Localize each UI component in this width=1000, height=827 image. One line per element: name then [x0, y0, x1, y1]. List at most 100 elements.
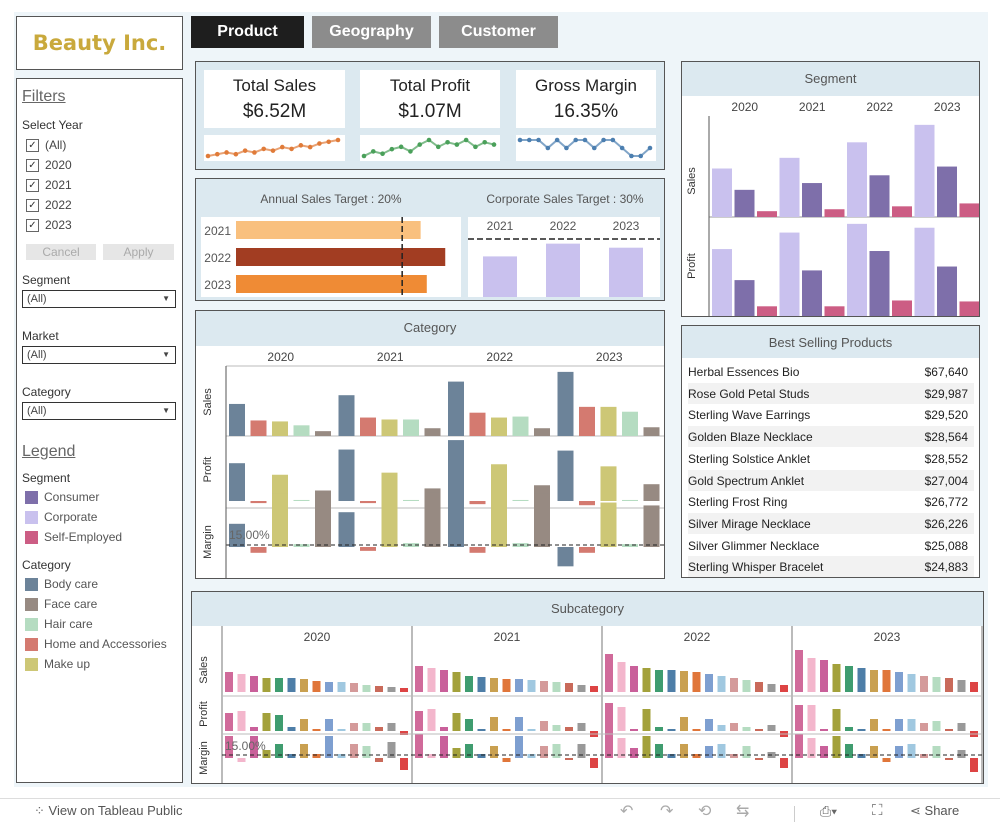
kpi-value: 16.35%	[553, 101, 619, 122]
category-bar	[600, 406, 617, 436]
category-dropdown[interactable]: (All) ▼	[22, 402, 176, 420]
tick-label: 2022	[204, 251, 231, 265]
subcategory-bar	[400, 758, 408, 770]
subcategory-bar	[795, 734, 803, 758]
category-panel: Category 2020 2021 2022 2023 Sales Profit Marg…	[195, 310, 665, 579]
apply-button[interactable]: Apply	[103, 244, 174, 260]
subcategory-bar	[780, 758, 788, 768]
list-item[interactable]: Golden Blaze Necklace $28,564	[688, 426, 974, 447]
subcategory-bar	[312, 681, 321, 692]
list-item[interactable]: Rose Gold Petal Studs $29,987	[688, 383, 974, 404]
sparkline-point	[326, 139, 332, 145]
tab-geography[interactable]: Geography	[312, 16, 431, 48]
list-item[interactable]: Sterling Frost Ring $26,772	[688, 491, 974, 512]
list-item[interactable]: Silver Mirage Necklace $26,226	[688, 513, 974, 534]
share-button[interactable]: ⋖ Share	[910, 803, 960, 818]
subcategory-bar	[882, 729, 891, 731]
sparkline-point	[261, 146, 267, 152]
row-label: Sales	[686, 167, 698, 195]
tab-product[interactable]: Product	[191, 16, 304, 48]
tick-label: 2022	[550, 219, 577, 233]
subcategory-bar	[565, 758, 573, 760]
subcategory-bar	[237, 758, 246, 762]
subcategory-bar	[870, 746, 878, 758]
legend-swatch-home-accessories	[25, 638, 38, 651]
subcategory-bar	[225, 672, 233, 692]
checkbox-year-2022[interactable]: ✓	[26, 199, 39, 212]
segment-bar	[959, 301, 979, 316]
row-label: Sales	[198, 656, 210, 684]
row-label: Profit	[202, 457, 214, 483]
sparkline-point	[317, 141, 322, 146]
subcategory-bar	[440, 727, 448, 731]
subcategory-bar	[605, 703, 613, 731]
kpi-title: Gross Margin	[534, 76, 638, 95]
subcategory-bar	[882, 670, 891, 692]
subcategory-bar	[552, 725, 561, 731]
list-item[interactable]: Herbal Essences Bio $67,640	[688, 361, 974, 382]
segment-bar	[869, 175, 890, 217]
sparkline-point	[582, 137, 588, 143]
tick-label: 2021	[487, 219, 514, 233]
subcategory-bar	[630, 729, 638, 731]
list-item[interactable]: Sterling Whisper Bracelet $24,883	[688, 556, 974, 577]
segment-dropdown[interactable]: (All) ▼	[22, 290, 176, 308]
market-dropdown[interactable]: (All) ▼	[22, 346, 176, 364]
checkbox-year-all[interactable]: ✓	[26, 139, 39, 152]
subcategory-bar	[287, 754, 296, 758]
revert-icon[interactable]: ⟲	[698, 803, 712, 820]
sparkline-point	[591, 145, 597, 151]
legend-label: Consumer	[44, 490, 100, 504]
list-item[interactable]: Gold Spectrum Anklet $27,004	[688, 470, 974, 491]
sparkline-point	[517, 137, 523, 143]
list-item[interactable]: Sterling Wave Earrings $29,520	[688, 404, 974, 425]
checkbox-year-2023[interactable]: ✓	[26, 219, 39, 232]
list-item[interactable]: Silver Glimmer Necklace $25,088	[688, 535, 974, 556]
subcategory-bar	[515, 736, 523, 758]
year-label: 2022	[866, 100, 893, 114]
checkbox-year-2021[interactable]: ✓	[26, 179, 39, 192]
logo: Beauty Inc.	[16, 16, 183, 70]
segment-bar	[847, 223, 867, 316]
sparkline-point	[417, 142, 423, 147]
subcategory-bar	[300, 744, 308, 758]
subcategory-bar	[337, 682, 346, 692]
subcategory-bar	[540, 681, 548, 692]
sparkline-point	[554, 137, 560, 143]
sparkline-point	[426, 137, 432, 143]
category-bar	[338, 512, 355, 547]
target-bar	[236, 248, 446, 266]
kpi-card-margin: Gross Margin 16.35%	[516, 70, 656, 128]
reference-label: 15.00%	[225, 739, 266, 753]
undo-icon[interactable]: ↶	[620, 803, 634, 820]
subcategory-bar	[465, 676, 473, 692]
best-selling-list: Herbal Essences Bio $67,640 Rose Gold Pet…	[682, 358, 979, 577]
segment-bar	[914, 227, 935, 316]
refresh-icon[interactable]: ⇆	[736, 803, 750, 820]
cancel-button[interactable]: Cancel	[26, 244, 96, 260]
segment-bar	[937, 266, 957, 316]
subcategory-bar	[337, 729, 346, 731]
subcategory-bar	[552, 682, 561, 692]
category-bar	[491, 495, 507, 547]
checkbox-year-2020[interactable]: ✓	[26, 159, 39, 172]
sparkline-point	[482, 139, 488, 145]
subcategory-bar	[742, 746, 751, 758]
fullscreen-icon[interactable]: ⛶	[872, 802, 883, 819]
subcategory-bar	[832, 664, 841, 692]
category-bar	[338, 449, 355, 501]
view-on-tableau-link[interactable]: ⁘ View on Tableau Public	[34, 803, 183, 818]
legend-label: Hair care	[44, 617, 93, 631]
subcategory-bar	[795, 650, 803, 692]
redo-icon[interactable]: ↷	[660, 803, 674, 820]
margin-sparkline	[516, 135, 656, 161]
segment-bar	[824, 209, 845, 217]
subcategory-bar	[882, 758, 891, 762]
kpi-value: $6.52M	[242, 101, 307, 122]
segment-bar	[869, 251, 890, 316]
list-item[interactable]: Sterling Solstice Anklet $28,552	[688, 448, 974, 469]
tab-customer[interactable]: Customer	[439, 16, 558, 48]
category-bar	[250, 420, 267, 436]
download-icon[interactable]: ⎙▾	[820, 803, 838, 819]
segment-bar	[892, 206, 912, 217]
